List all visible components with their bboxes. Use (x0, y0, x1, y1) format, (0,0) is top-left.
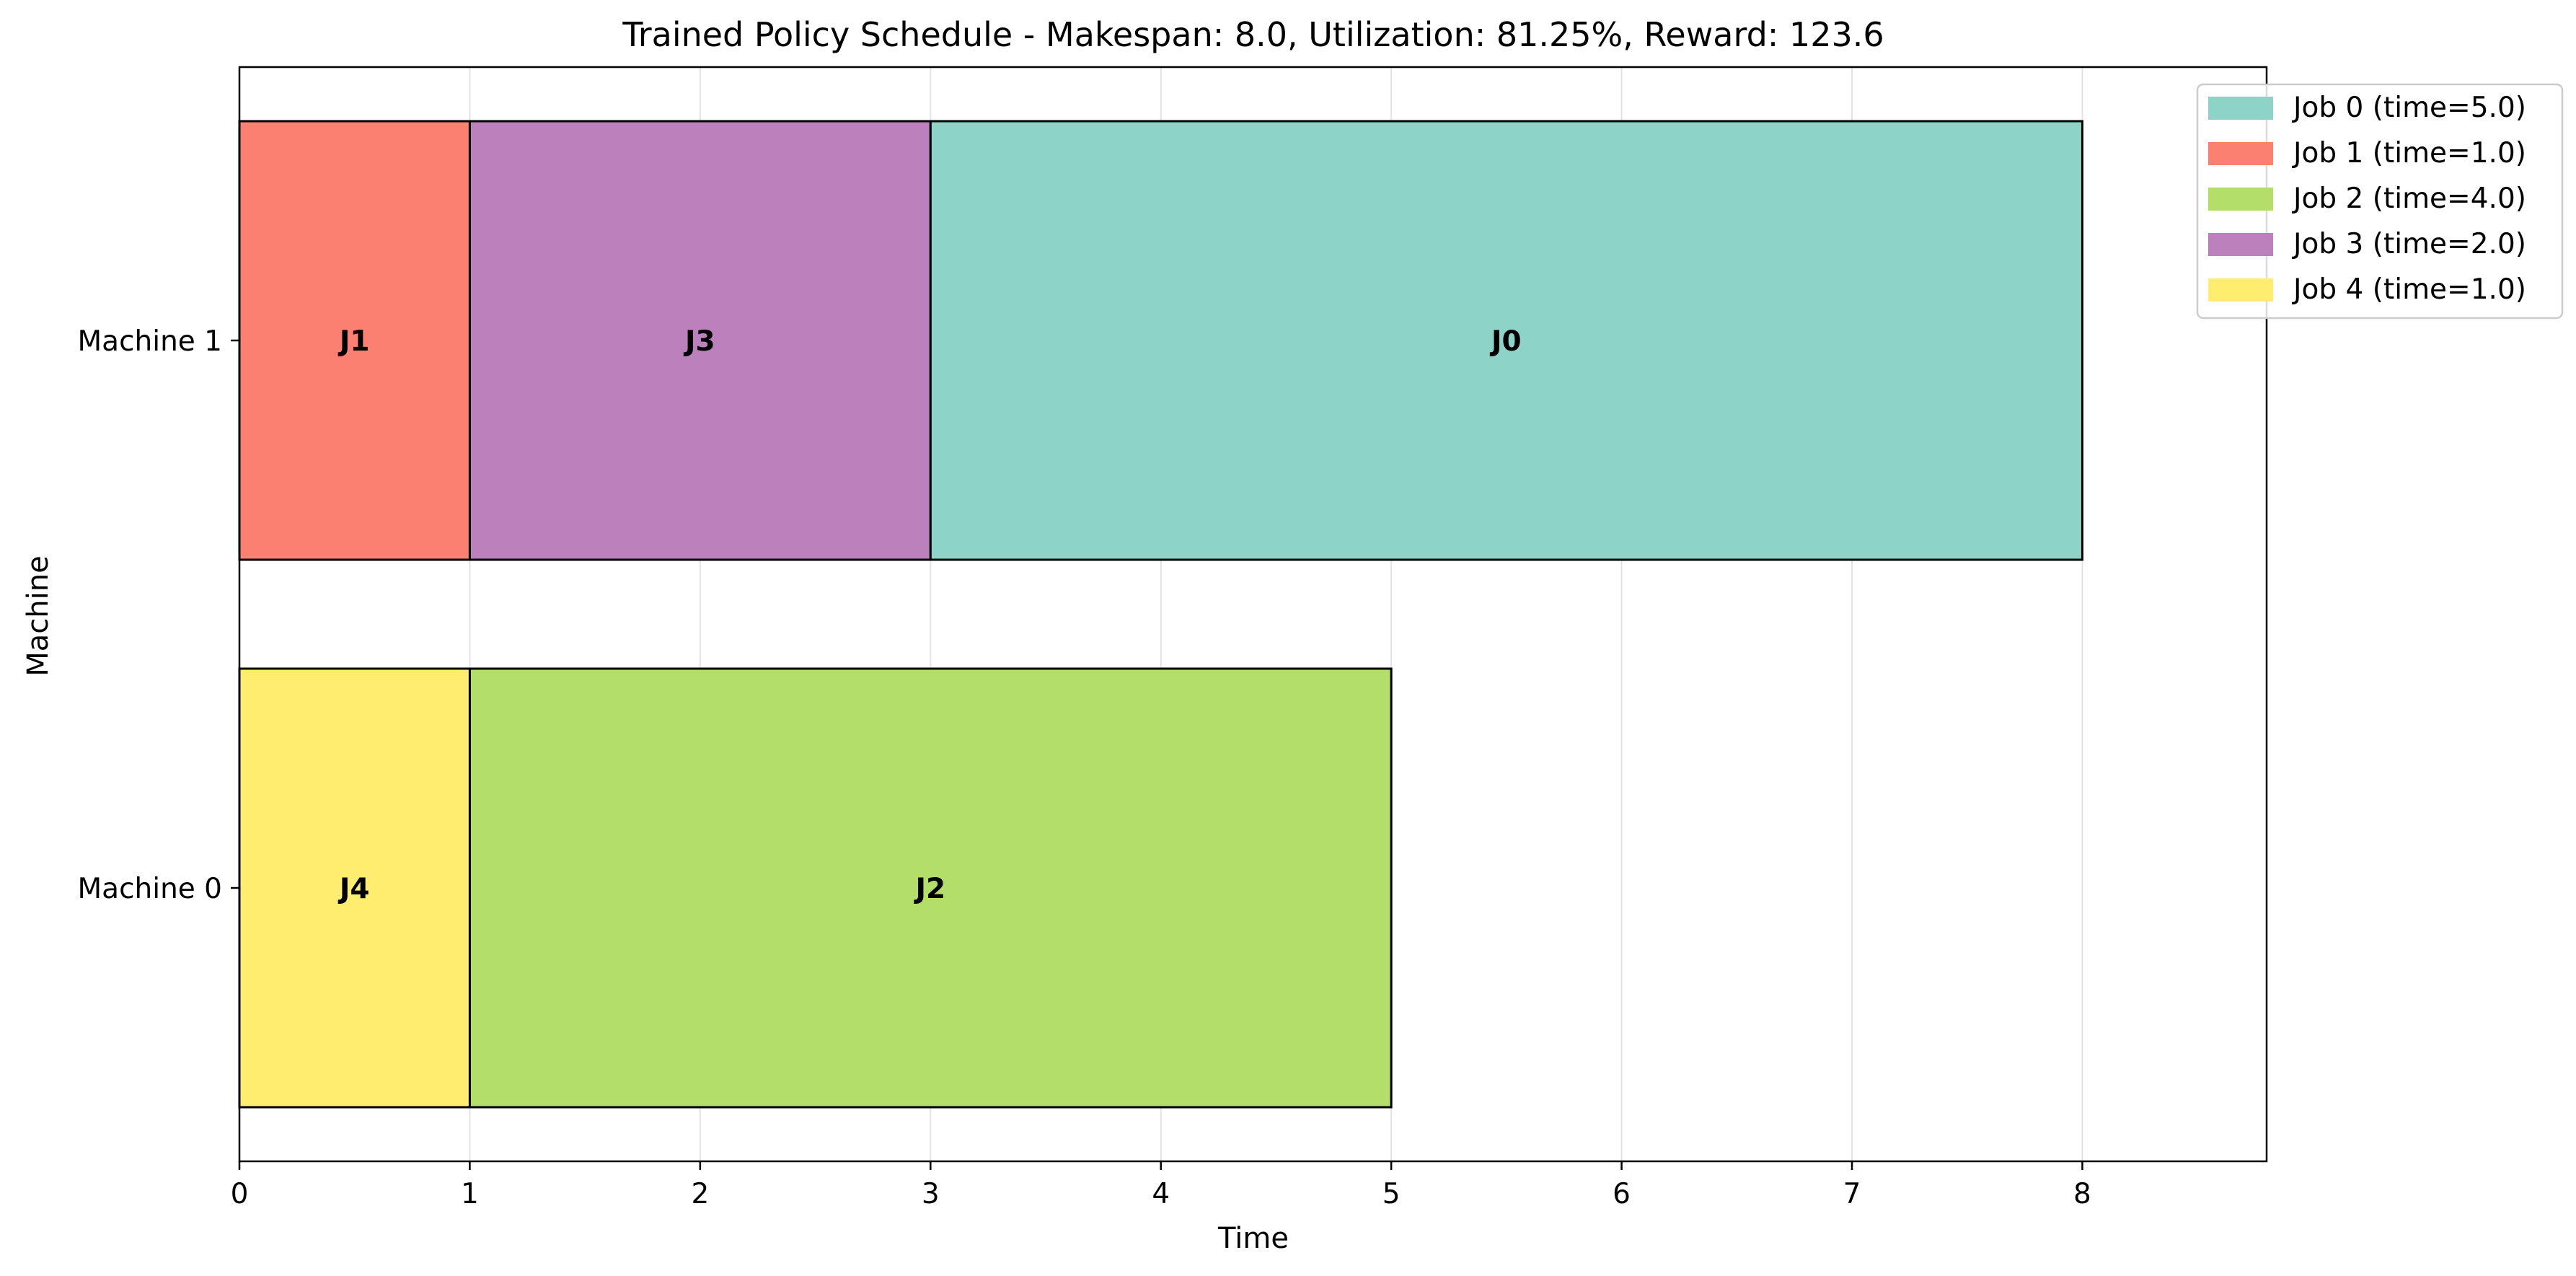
bar-label-j4: J4 (338, 873, 370, 905)
bar-label-j2: J2 (913, 873, 945, 905)
bar-j0 (929, 120, 2083, 561)
bar-label-j3: J3 (683, 325, 715, 358)
legend-label-4: Job 4 (time=1.0) (2291, 273, 2526, 306)
legend-label-2: Job 2 (time=4.0) (2291, 182, 2526, 215)
x-tick-label-0: 0 (231, 1178, 249, 1210)
legend-swatch-2 (2208, 188, 2273, 211)
x-tick-label-7: 7 (1843, 1178, 1861, 1210)
legend-swatch-3 (2208, 233, 2273, 256)
x-axis-label: Time (1217, 1222, 1289, 1255)
x-axis-ticks: 0 1 2 3 4 5 6 7 8 (231, 1161, 2091, 1210)
y-axis-ticks: Machine 1 Machine 0 (78, 325, 239, 905)
chart-title: Trained Policy Schedule - Makespan: 8.0,… (622, 15, 1884, 54)
bar-label-j0: J0 (1489, 325, 1522, 358)
legend-label-0: Job 0 (time=5.0) (2291, 92, 2526, 124)
legend-swatch-0 (2208, 97, 2273, 120)
task-bars: J1 J3 J0 J4 J2 (238, 120, 2083, 1109)
bar-j4 (238, 667, 471, 1109)
bar-j2 (468, 667, 1393, 1109)
x-tick-label-3: 3 (922, 1178, 940, 1210)
x-tick-label-6: 6 (1613, 1178, 1631, 1210)
x-tick-label-4: 4 (1152, 1178, 1170, 1210)
legend-swatch-1 (2208, 142, 2273, 165)
x-tick-label-5: 5 (1382, 1178, 1401, 1210)
bar-label-j1: J1 (338, 325, 370, 358)
legend-swatch-4 (2208, 278, 2273, 302)
legend-label-3: Job 3 (time=2.0) (2291, 228, 2526, 260)
y-tick-label-1: Machine 0 (78, 873, 222, 905)
legend-label-1: Job 1 (time=1.0) (2291, 137, 2526, 170)
y-axis-label: Machine (22, 555, 55, 676)
y-tick-label-0: Machine 1 (78, 325, 222, 358)
x-tick-label-1: 1 (461, 1178, 479, 1210)
x-tick-label-2: 2 (691, 1178, 709, 1210)
legend-box (2196, 83, 2564, 320)
plot-area-frame (238, 66, 2268, 1163)
legend: Job 0 (time=5.0) Job 1 (time=1.0) Job 2 (t… (2196, 83, 2564, 320)
x-tick-label-8: 8 (2073, 1178, 2091, 1210)
bar-j1 (238, 120, 471, 561)
